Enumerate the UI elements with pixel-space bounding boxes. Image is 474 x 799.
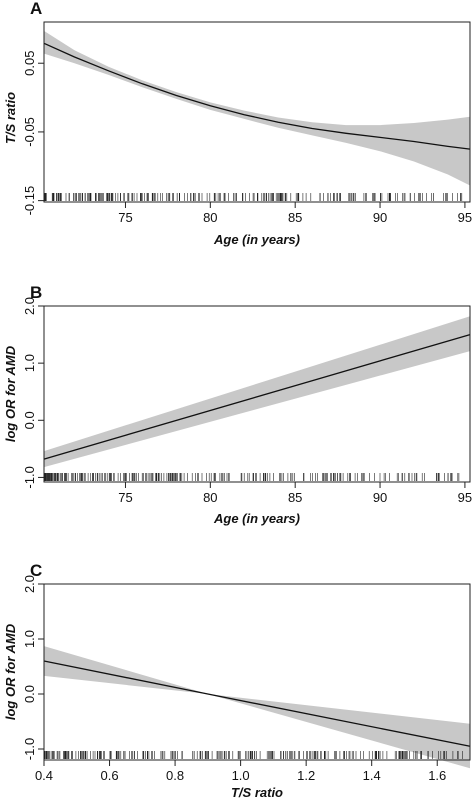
panel-b-letter: B <box>30 283 42 302</box>
panel-a-frame <box>43 21 471 203</box>
panel-a-y-tick-label: -0.15 <box>22 186 37 216</box>
panel-b-x-tick-label: 90 <box>373 490 387 505</box>
panel-c-y-axis-title: log OR for AMD <box>3 623 18 720</box>
panel-a-x-tick-label: 90 <box>373 210 387 225</box>
panel-b-confidence-band <box>44 316 470 468</box>
panel-c-y-tick-label: 1.0 <box>22 630 37 648</box>
panel-b-y-tick-label: -1.0 <box>22 466 37 488</box>
panel-a-y-tick-label: -0.05 <box>22 117 37 147</box>
panel-b-x-tick-label: 75 <box>118 490 132 505</box>
panel-c-confidence-band <box>44 646 470 769</box>
panel-a-x-tick-label: 85 <box>288 210 302 225</box>
panel-c-y-tick-label: 2.0 <box>22 575 37 593</box>
panel-a: A 75 80 85 90 95 0.05 -0.05 -0.15 Age (in year… <box>3 0 472 247</box>
panel-a-confidence-band <box>44 30 470 186</box>
panel-c-letter: C <box>30 561 42 580</box>
panel-b-x-tick-label: 95 <box>458 490 472 505</box>
panel-b-y-tick-label: 2.0 <box>22 297 37 315</box>
panel-b-y-axis-title: log OR for AMD <box>3 345 18 442</box>
panel-c: C 0.4 0.6 0.8 1.0 1.2 1.4 1.6 2.0 1.0 0.0 -1.0 T/… <box>3 561 471 799</box>
panel-b-x-tick-label: 80 <box>203 490 217 505</box>
panel-a-x-tick-label: 75 <box>118 210 132 225</box>
panel-c-x-tick-label: 1.0 <box>232 768 250 783</box>
panel-a-x-tick-label: 80 <box>203 210 217 225</box>
panel-c-y-tick-label: -1.0 <box>22 738 37 760</box>
panel-a-x-tick-label: 95 <box>458 210 472 225</box>
panel-c-x-axis-title: T/S ratio <box>231 785 283 799</box>
panel-b-frame <box>43 305 471 483</box>
panel-b-x-tick-label: 85 <box>288 490 302 505</box>
panel-b-fit-line <box>43 333 471 460</box>
panel-c-x-tick-label: 0.8 <box>166 768 184 783</box>
panel-c-fit-line <box>43 660 471 747</box>
panel-c-x-tick-label: 1.4 <box>363 768 381 783</box>
panel-b-y-tick-label: 1.0 <box>22 354 37 372</box>
panel-a-y-tick-label: 0.05 <box>22 51 37 76</box>
panel-c-frame <box>43 583 471 761</box>
panel-c-x-tick-label: 1.2 <box>297 768 315 783</box>
panel-a-fit-line <box>43 42 471 150</box>
panel-b-y-tick-label: 0.0 <box>22 411 37 429</box>
panel-b-x-axis-title: Age (in years) <box>213 511 300 526</box>
panel-c-y-tick-label: 0.0 <box>22 685 37 703</box>
panel-a-y-axis-title: T/S ratio <box>3 92 18 144</box>
panel-b: B 75 80 85 90 95 2.0 1.0 0.0 -1.0 Age (in years… <box>3 283 472 526</box>
panel-c-x-tick-label: 0.4 <box>35 768 53 783</box>
panel-c-x-tick-label: 0.6 <box>100 768 118 783</box>
panel-c-x-tick-label: 1.6 <box>428 768 446 783</box>
panel-a-x-axis-title: Age (in years) <box>213 232 300 247</box>
panel-a-letter: A <box>30 0 42 18</box>
